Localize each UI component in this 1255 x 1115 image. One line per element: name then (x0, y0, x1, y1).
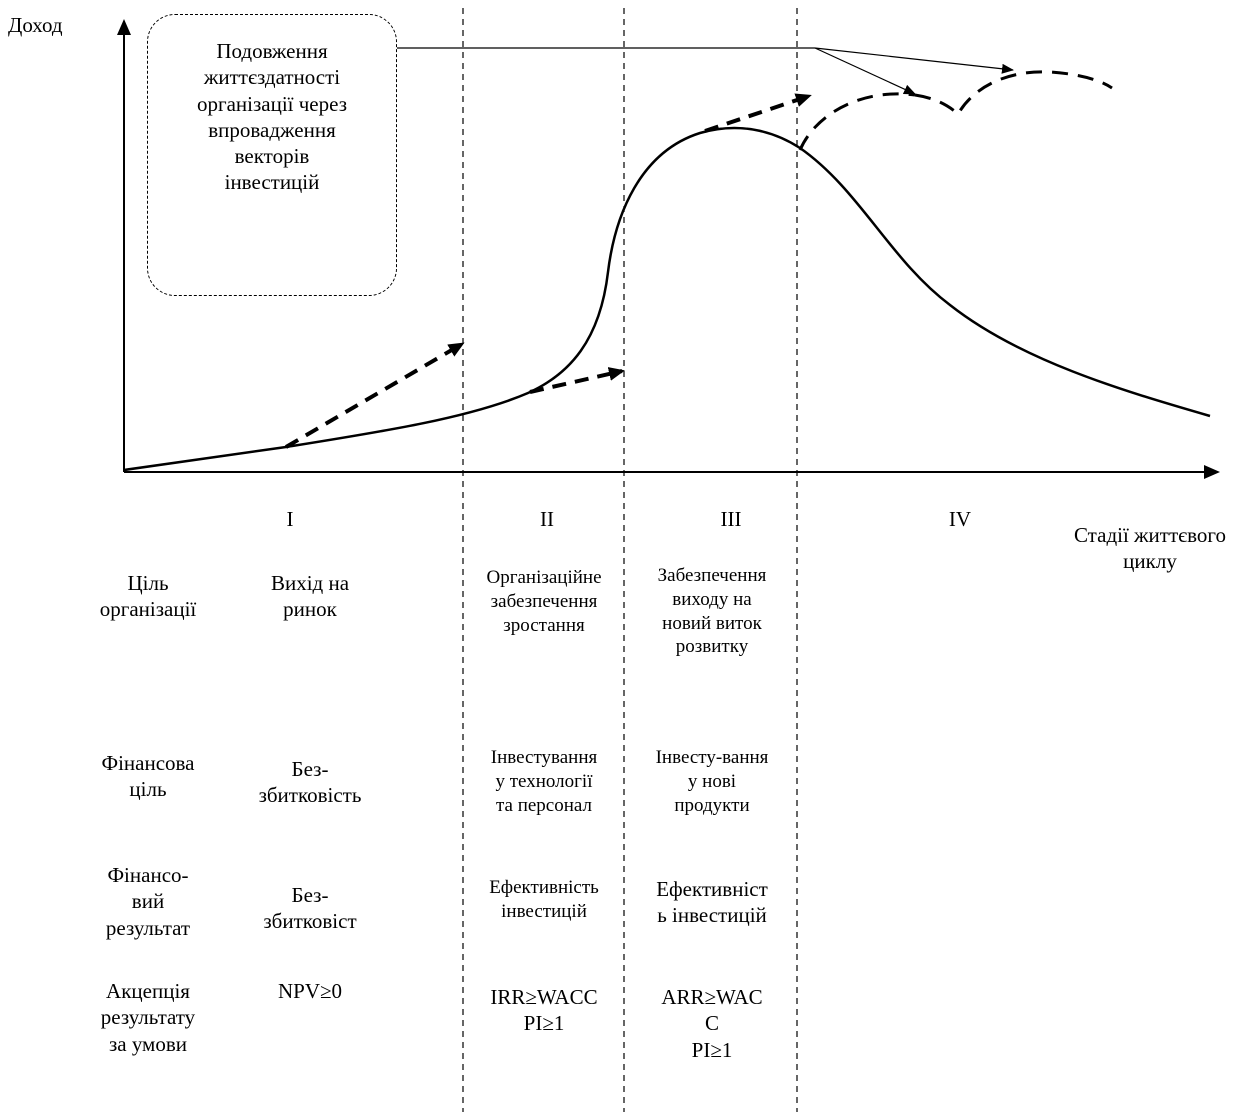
callout-pointer-1 (814, 47, 916, 95)
stage-label-4: IV (948, 507, 972, 531)
projection-arrow-stage-3 (704, 93, 812, 133)
callout-box (147, 14, 397, 296)
acceptance-stage-1: NPV≥0 (277, 979, 343, 1003)
stage-label-2: II (540, 507, 554, 531)
row-label-acceptance: Акцепція результату за умови (100, 979, 196, 1056)
financial-goal-stage-1: Без- збитковість (258, 757, 362, 808)
goal-stage-2: Організаційне забезпечення зростання (486, 567, 602, 636)
row-label-financial-result: Фінансо- вий результат (105, 863, 191, 940)
lifecycle-curve (123, 126, 1211, 472)
projection-arrow-stage-1 (284, 342, 465, 449)
acceptance-stage-3: ARR≥WAC C PI≥1 (661, 985, 763, 1062)
callout-pointer-2 (814, 47, 1014, 74)
financial-goal-stage-3: Інвесту-вання у нові продукти (655, 747, 769, 816)
financial-result-stage-1: Без- збитковіст (263, 883, 357, 934)
row-label-financial-goal: Фінансова ціль (101, 751, 195, 802)
y-axis-label: Доход (8, 13, 63, 37)
row-label-goal: Ціль організації (99, 571, 197, 622)
new-cycle-curve-1 (798, 92, 916, 151)
stage-label-3: III (720, 507, 742, 531)
new-cycle-curve-2 (914, 70, 1113, 117)
projection-arrow-stage-2 (529, 367, 625, 394)
financial-goal-stage-2: Інвестування у технології та персонал (490, 747, 598, 816)
financial-result-stage-2: Ефективність інвестицій (489, 877, 599, 922)
acceptance-stage-2: IRR≥WACC PI≥1 (490, 985, 598, 1036)
financial-result-stage-3: Ефективніст ь інвестицій (656, 877, 768, 928)
callout-text: Подовження життєздатності організації че… (196, 39, 348, 195)
x-axis-label: Стадії життєвого циклу (1073, 523, 1227, 574)
goal-stage-3: Забезпечення виходу на новий виток розви… (657, 565, 767, 658)
stage-label-1: I (286, 507, 294, 531)
goal-stage-1: Вихід на ринок (270, 571, 350, 622)
